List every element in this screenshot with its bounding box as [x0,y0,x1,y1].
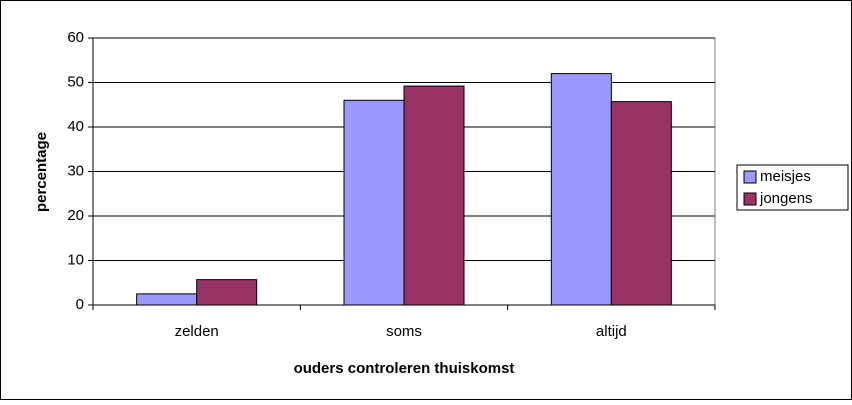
y-tick-label: 0 [76,296,84,313]
bar [550,73,612,306]
legend-swatch [743,170,757,184]
x-tick-label: zelden [175,323,219,340]
y-tick-label: 40 [67,118,84,135]
x-tick-label: altijd [596,323,627,340]
y-tick-label: 50 [67,73,84,90]
y-tick-label: 30 [67,162,84,179]
y-tick-label: 60 [67,29,84,46]
bar [610,101,672,306]
bar [196,279,258,306]
legend-label: meisjes [760,168,811,185]
legend-swatch [743,192,757,206]
y-axis-title: percentage [33,132,50,212]
x-tick-label: soms [386,323,422,340]
y-tick-label: 20 [67,207,84,224]
y-tick-label: 10 [67,251,84,268]
bar [343,99,405,306]
x-axis-title: ouders controleren thuiskomst [294,360,515,377]
bar [136,293,198,306]
bar [403,85,465,306]
legend-label: jongens [759,190,813,207]
